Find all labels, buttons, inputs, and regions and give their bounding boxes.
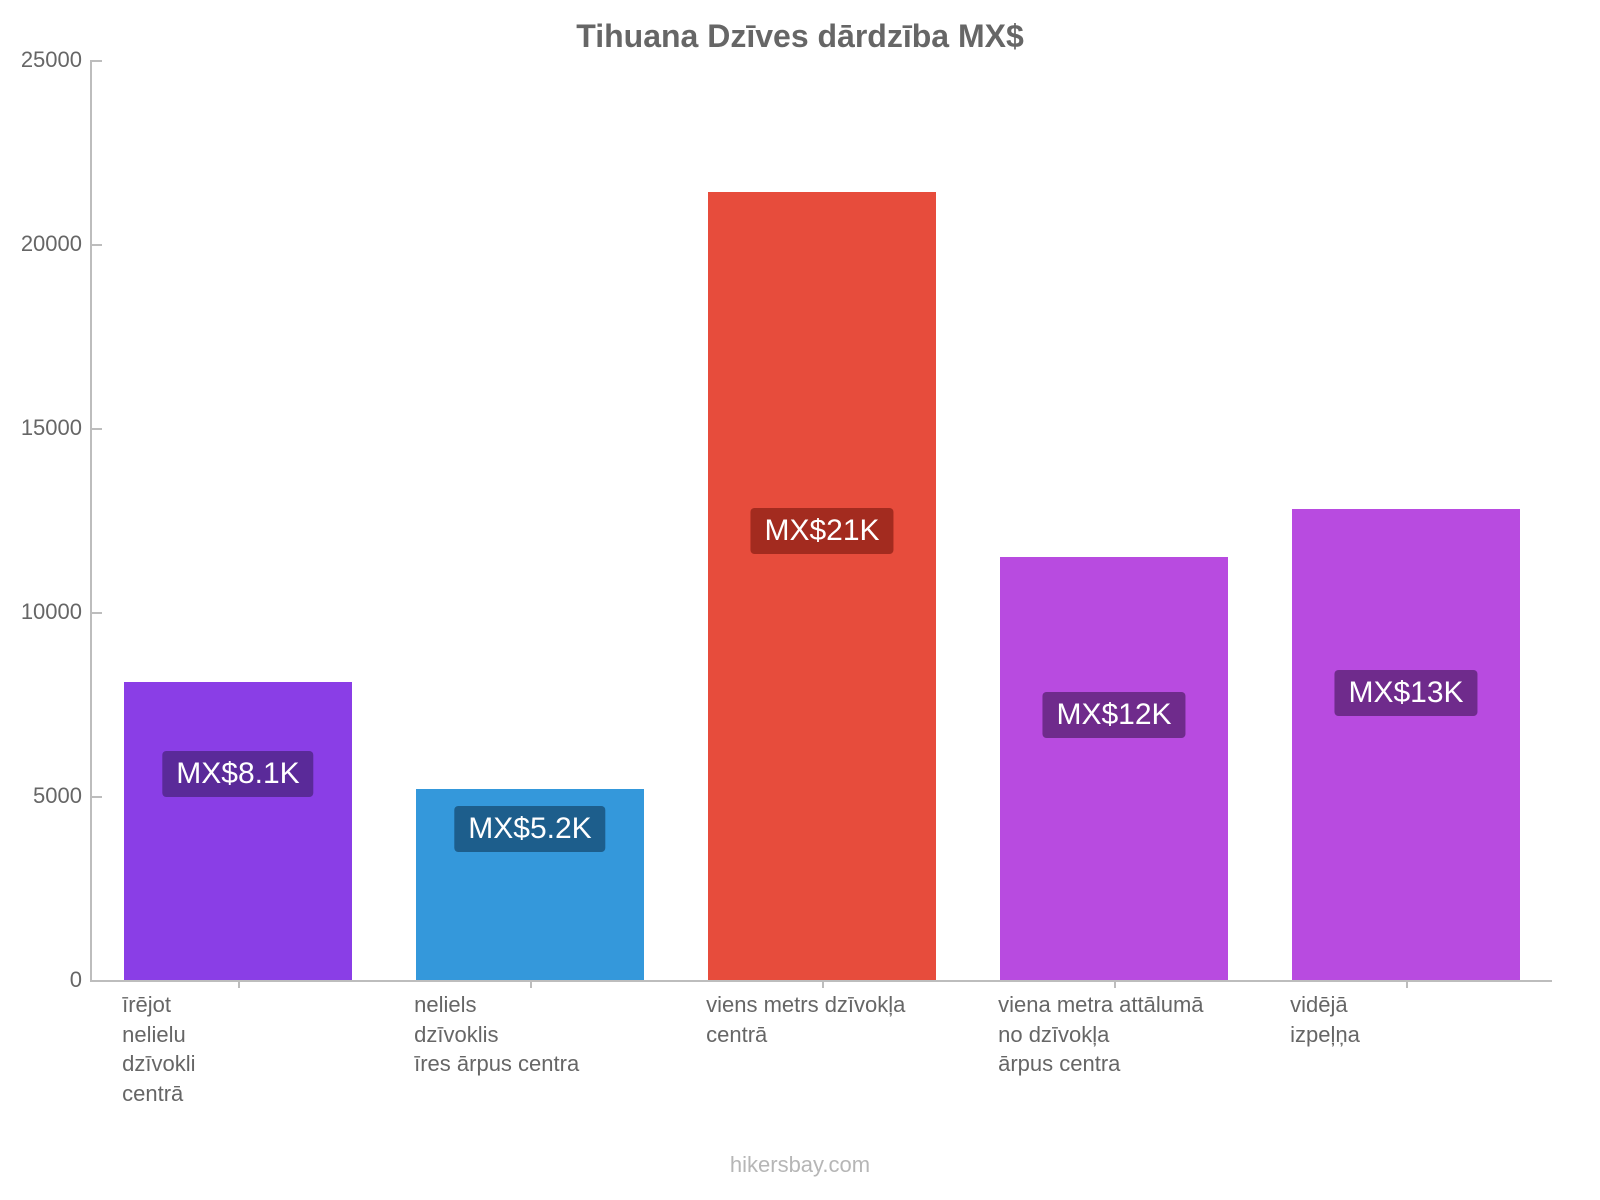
y-tick-label: 10000 — [21, 599, 82, 625]
x-tick — [238, 980, 240, 988]
x-category-label: viens metrs dzīvokļa centrā — [706, 990, 966, 1049]
y-tick — [92, 612, 102, 614]
y-tick — [92, 60, 102, 62]
bar-value-label: MX$8.1K — [162, 751, 313, 797]
x-category-label: vidējā izpeļņa — [1290, 990, 1550, 1049]
bar — [1292, 509, 1520, 980]
y-tick-label: 25000 — [21, 47, 82, 73]
plot-area: MX$8.1K MX$5.2K MX$21K MX$12K MX$13K — [90, 60, 1552, 982]
bar-value-label: MX$12K — [1042, 692, 1185, 738]
cost-of-living-chart: Tihuana Dzīves dārdzība MX$ 0 5000 10000 15… — [0, 0, 1600, 1200]
x-tick — [1114, 980, 1116, 988]
x-tick — [530, 980, 532, 988]
x-category-label: neliels dzīvoklis īres ārpus centra — [414, 990, 674, 1079]
bar-value-label: MX$5.2K — [454, 806, 605, 852]
bar-value-label: MX$21K — [750, 508, 893, 554]
bar — [708, 192, 936, 980]
x-category-label: viena metra attālumā no dzīvokļa ārpus c… — [998, 990, 1258, 1079]
y-tick — [92, 796, 102, 798]
y-tick-label: 15000 — [21, 415, 82, 441]
bar — [1000, 557, 1228, 980]
y-tick-label: 5000 — [33, 783, 82, 809]
y-tick-label: 20000 — [21, 231, 82, 257]
x-category-label: īrējot nelielu dzīvokli centrā — [122, 990, 382, 1109]
x-tick — [822, 980, 824, 988]
bar-value-label: MX$13K — [1334, 670, 1477, 716]
y-tick — [92, 244, 102, 246]
y-tick — [92, 428, 102, 430]
bar — [124, 682, 352, 980]
y-tick-label: 0 — [70, 967, 82, 993]
attribution-text: hikersbay.com — [0, 1152, 1600, 1178]
chart-title: Tihuana Dzīves dārdzība MX$ — [0, 18, 1600, 55]
x-tick — [1406, 980, 1408, 988]
